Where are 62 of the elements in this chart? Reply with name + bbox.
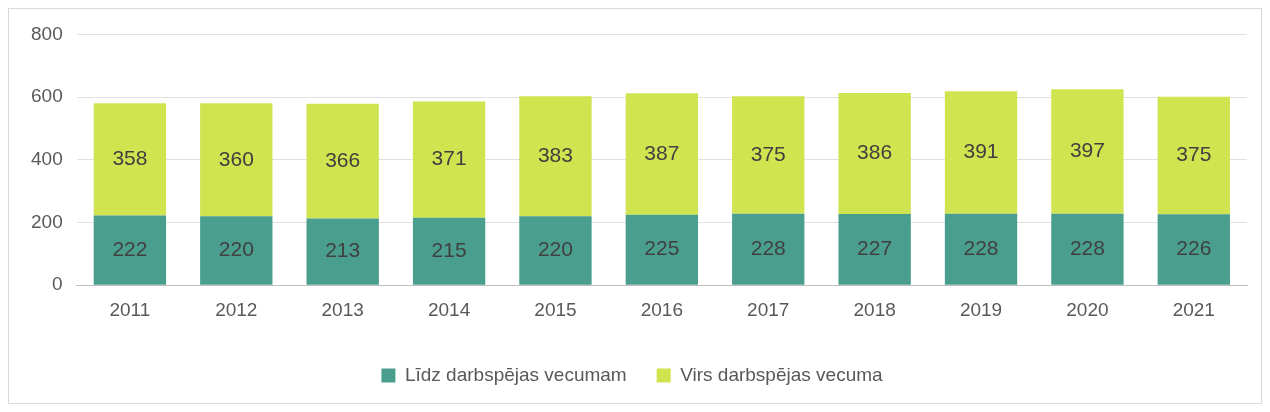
- bar: [200, 216, 273, 285]
- y-tick-label: 800: [31, 22, 63, 44]
- data-label: 220: [537, 237, 573, 261]
- data-label: 360: [218, 146, 254, 170]
- data-label: 228: [750, 236, 786, 260]
- x-tick-label: 2013: [321, 298, 364, 320]
- data-label: 228: [1069, 236, 1105, 260]
- bar: [838, 93, 911, 215]
- x-tick-label: 2017: [747, 298, 790, 320]
- bar: [1051, 89, 1124, 214]
- data-label: 226: [1176, 236, 1212, 260]
- data-label: 397: [1069, 138, 1105, 162]
- data-label: 227: [857, 236, 893, 260]
- x-tick-label: 2014: [427, 298, 471, 320]
- bar: [1157, 214, 1230, 285]
- bar: [306, 103, 379, 219]
- y-tick-label: 0: [52, 273, 63, 295]
- x-tick-label: 2016: [640, 298, 683, 320]
- data-label: 213: [325, 238, 361, 262]
- data-label: 366: [325, 147, 361, 171]
- bar: [944, 213, 1018, 285]
- bar: [1157, 96, 1230, 215]
- x-tick-label: 2020: [1066, 298, 1109, 320]
- bar: [1051, 213, 1124, 285]
- data-label: 220: [218, 237, 254, 261]
- bar: [519, 96, 592, 217]
- bar: [625, 93, 699, 215]
- y-tick-label: 600: [31, 85, 63, 107]
- data-label: 371: [431, 146, 467, 170]
- data-label: 215: [431, 238, 467, 262]
- legend-label: Virs darbspējas vecuma: [680, 363, 884, 385]
- bar: [306, 218, 379, 285]
- bar: [838, 214, 911, 285]
- x-tick-label: 2012: [215, 298, 258, 320]
- bar: [519, 216, 592, 285]
- legend-label: Līdz darbspējas vecumam: [404, 363, 627, 385]
- data-label: 387: [644, 140, 680, 164]
- bar: [93, 103, 167, 216]
- y-tick-label: 200: [31, 210, 63, 232]
- bar: [732, 213, 805, 285]
- data-label: 375: [750, 141, 786, 165]
- bar: [625, 214, 699, 285]
- data-label: 386: [857, 140, 893, 164]
- x-tick-label: 2015: [534, 298, 577, 320]
- y-tick-label: 400: [31, 148, 63, 170]
- x-tick-label: 2021: [1172, 298, 1215, 320]
- data-label: 375: [1176, 142, 1212, 166]
- data-label: 391: [963, 139, 999, 163]
- x-tick-label: 2018: [853, 298, 896, 320]
- data-label: 228: [963, 236, 999, 260]
- bar: [200, 103, 273, 217]
- bar: [732, 96, 805, 214]
- data-label: 225: [644, 236, 680, 260]
- bar: [412, 101, 486, 218]
- x-tick-label: 2019: [959, 298, 1003, 320]
- x-tick-label: 2011: [109, 298, 151, 320]
- data-label: 383: [537, 142, 573, 166]
- bar: [93, 215, 167, 285]
- bar: [412, 217, 486, 285]
- data-label: 358: [112, 146, 148, 170]
- data-label: 222: [112, 236, 148, 260]
- bar: [944, 91, 1018, 214]
